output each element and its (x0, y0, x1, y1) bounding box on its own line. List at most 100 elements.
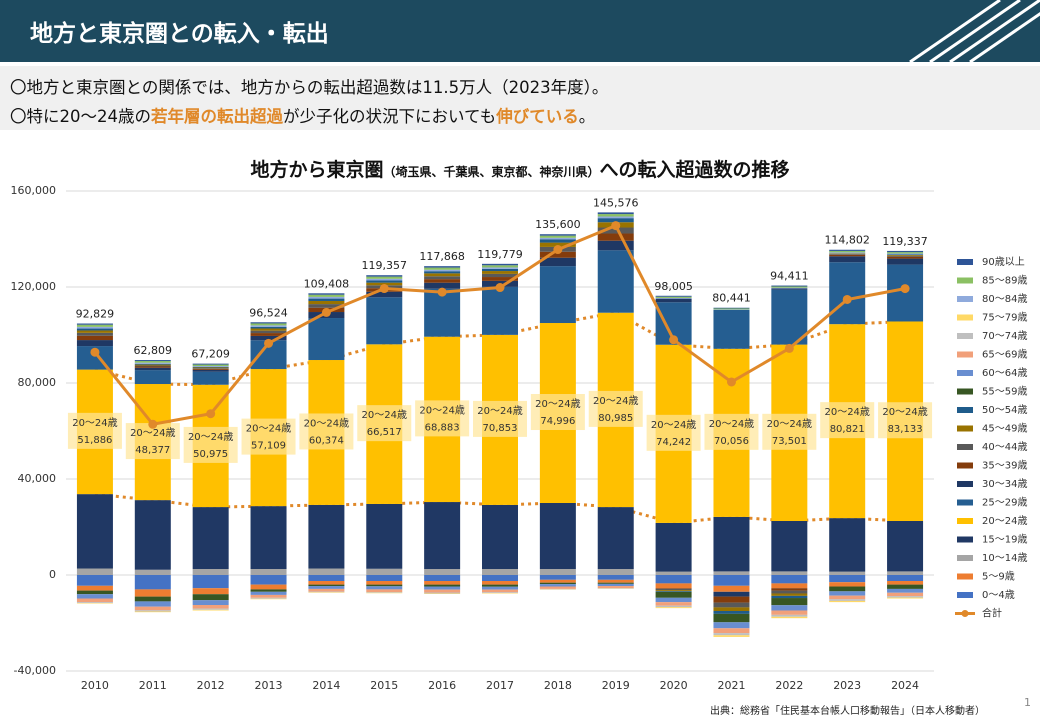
data-label-name: 20～24歳 (535, 398, 580, 410)
bar-segment (771, 593, 808, 596)
legend-swatch (957, 481, 973, 487)
bar-segment (424, 279, 461, 283)
bar-segment (887, 575, 924, 581)
bar-segment (713, 596, 750, 603)
bar-segment (134, 606, 171, 611)
bar-segment (134, 589, 171, 597)
bar-segment (76, 340, 113, 347)
bar-segment (771, 605, 808, 611)
total-point (900, 284, 910, 294)
bar-segment (539, 234, 576, 236)
x-tick-label: 2011 (139, 679, 167, 692)
bar-segment (134, 362, 171, 364)
bar-segment (771, 289, 808, 345)
bar-segment (887, 255, 924, 256)
legend-swatch (957, 536, 973, 543)
legend-swatch (957, 314, 973, 321)
bar-segment (655, 295, 692, 297)
legend-label: 90歳以上 (982, 256, 1025, 268)
bar-segment (771, 286, 808, 288)
bar-segment (308, 568, 345, 575)
bar-segment (192, 605, 229, 609)
bar-segment (771, 521, 808, 572)
bar-segment (134, 370, 171, 385)
legend-swatch (957, 407, 973, 413)
bullet: 〇地方と東京圏との関係では、地方からの転出超過数は11.5万人（2023年度）。 (10, 78, 609, 97)
bar-segment (76, 335, 113, 341)
bar-segment (134, 575, 171, 590)
bar-segment (250, 326, 287, 329)
bar-segment (76, 568, 113, 575)
bar-segment (713, 613, 750, 623)
bar-segment (829, 518, 866, 572)
bar-segment (887, 584, 924, 589)
legend-label: 60～64歳 (982, 367, 1027, 379)
label-bg (762, 413, 817, 450)
bar-segment (887, 581, 924, 585)
data-label: 83,133 (888, 424, 923, 435)
bar-segment (424, 273, 461, 277)
text: が少子化の状況下においても (283, 107, 497, 126)
bar-segment (482, 584, 518, 587)
bar-segment (887, 597, 924, 599)
bar-segment (771, 598, 808, 606)
data-label-name: 20～24歳 (824, 406, 869, 418)
data-label: 73,501 (772, 436, 807, 447)
bar-segment (308, 586, 345, 589)
bar-segment (134, 360, 171, 363)
title: （埼玉県、千葉県、東京都、神奈川県） (383, 165, 600, 179)
bar-segment (829, 254, 866, 257)
bar-segment (829, 256, 866, 263)
bar-segment (192, 364, 229, 367)
bar-segment (192, 363, 229, 365)
bar-segment (771, 583, 808, 589)
bar-segment (134, 569, 171, 575)
bar-segment (482, 592, 518, 593)
bar-segment (539, 239, 576, 243)
bar-segment (771, 288, 808, 290)
data-label: 70,056 (714, 436, 749, 447)
bar-segment (424, 266, 461, 268)
bar-segment (771, 614, 808, 617)
bar-segment (134, 596, 171, 602)
bar-segment (424, 288, 461, 337)
bar-segment (887, 258, 924, 265)
x-tick-label: 2015 (370, 679, 398, 692)
label-bg (588, 390, 643, 427)
legend-label: 75～79歳 (982, 312, 1027, 324)
bar-segment (134, 610, 171, 612)
bar-segment (482, 575, 518, 581)
legend-swatch (957, 388, 973, 395)
bar-segment (887, 521, 924, 572)
data-label: 70,853 (483, 423, 518, 434)
bar-segment (713, 635, 750, 637)
bar-segment (829, 254, 866, 255)
bar-segment (829, 571, 866, 575)
data-label: 51,886 (77, 435, 112, 446)
bar-segment (424, 282, 461, 289)
data-label: 80,821 (830, 424, 865, 435)
bar-segment (308, 304, 345, 308)
bar-segment (308, 581, 345, 585)
legend-label: 65～69歳 (982, 349, 1027, 361)
bar-segment (713, 628, 750, 634)
bar-segment (192, 588, 229, 595)
bar-segment (134, 363, 171, 365)
bar-segment (829, 599, 866, 601)
bar-segment (829, 252, 866, 254)
bar-segment (250, 330, 287, 334)
bar-segment (539, 251, 576, 258)
bar-segment (771, 616, 808, 619)
legend-swatch (957, 425, 973, 432)
bar-segment (887, 571, 924, 575)
bar-segment (713, 575, 750, 586)
bar-segment (308, 296, 345, 299)
title: 地方から東京圏 (250, 159, 384, 181)
total-label: 96,524 (249, 306, 288, 319)
bar-segment (655, 297, 692, 299)
bar-segment (539, 575, 576, 580)
y-tick-label: 0 (49, 568, 56, 581)
bar-segment (366, 503, 403, 569)
